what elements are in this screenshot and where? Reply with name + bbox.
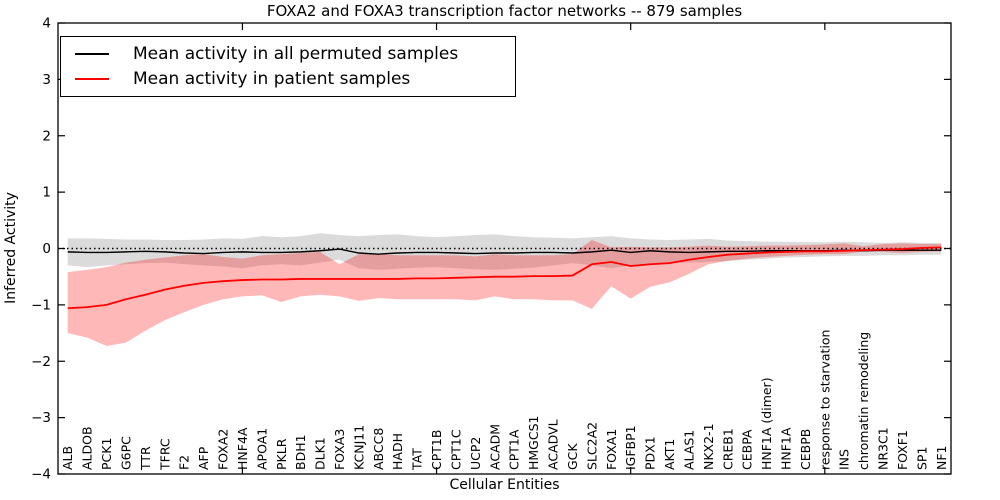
x-category-label: NR3C1 bbox=[876, 427, 891, 470]
x-category-label: HADH bbox=[390, 433, 405, 470]
patient-line-sample bbox=[75, 78, 109, 81]
y-axis-title: Inferred Activity bbox=[3, 192, 19, 304]
x-category-label: ALAS1 bbox=[681, 430, 696, 470]
legend-label: Mean activity in patient samples bbox=[133, 69, 411, 90]
x-category-label: PDX1 bbox=[643, 436, 658, 470]
x-category-label: TTR bbox=[138, 446, 153, 471]
y-tick-label: −2 bbox=[31, 354, 51, 370]
x-category-label: CPT1A bbox=[507, 429, 522, 470]
patient-band bbox=[67, 240, 942, 347]
y-tick-label: −3 bbox=[31, 410, 51, 426]
permuted-band bbox=[67, 233, 942, 270]
x-category-label: APOA1 bbox=[254, 428, 269, 470]
x-category-label: HNF4A bbox=[235, 427, 250, 470]
x-category-label: ACADVL bbox=[546, 419, 561, 470]
x-category-label: CREB1 bbox=[720, 428, 735, 470]
plot-frame bbox=[57, 22, 952, 475]
y-tick-label: 0 bbox=[42, 241, 51, 257]
x-category-label: KCNJ11 bbox=[351, 425, 366, 470]
legend-item-permuted: Mean activity in all permuted samples bbox=[71, 44, 505, 64]
permuted-line-sample bbox=[75, 52, 109, 55]
y-tick-label: −4 bbox=[31, 467, 51, 483]
x-category-label: FOXA2 bbox=[216, 429, 231, 470]
legend: Mean activity in all permuted samples Me… bbox=[60, 36, 516, 97]
y-tick-label: 2 bbox=[42, 128, 51, 144]
legend-item-patient: Mean activity in patient samples bbox=[71, 69, 505, 89]
x-category-label: G6PC bbox=[118, 436, 133, 470]
x-category-label: F2 bbox=[177, 455, 192, 470]
x-category-label: SLC2A2 bbox=[584, 422, 599, 470]
x-category-label: CPT1C bbox=[448, 429, 463, 470]
y-tick-label: −1 bbox=[31, 297, 51, 313]
legend-label: Mean activity in all permuted samples bbox=[133, 43, 459, 64]
x-axis-title: Cellular Entities bbox=[449, 477, 560, 493]
x-category-label: CPT1B bbox=[429, 430, 444, 470]
x-category-label: response to starvation bbox=[817, 330, 832, 471]
x-category-label: ACADM bbox=[487, 424, 502, 470]
x-category-label: TFRC bbox=[157, 438, 172, 471]
x-category-label: AKT1 bbox=[662, 439, 677, 470]
x-category-label: INS bbox=[837, 449, 852, 470]
x-category-label: SP1 bbox=[914, 447, 929, 470]
x-category-label: NKX2-1 bbox=[701, 423, 716, 470]
x-category-label: GCK bbox=[565, 443, 580, 470]
x-category-label: FOXF1 bbox=[895, 430, 910, 470]
x-category-label: DLK1 bbox=[313, 437, 328, 470]
x-category-label: AFP bbox=[196, 446, 211, 470]
x-category-label: HMGCS1 bbox=[526, 416, 541, 471]
x-category-label: PCK1 bbox=[99, 438, 114, 470]
x-category-label: BDH1 bbox=[293, 434, 308, 470]
x-category-label: TAT bbox=[410, 448, 425, 471]
y-tick-label: 4 bbox=[42, 16, 51, 32]
chart-title: FOXA2 and FOXA3 transcription factor net… bbox=[266, 2, 743, 20]
x-category-label: ALB bbox=[60, 446, 75, 470]
x-category-label: CEBPB bbox=[798, 429, 813, 470]
x-category-label: UCP2 bbox=[468, 437, 483, 470]
x-category-label: IGFBP1 bbox=[623, 425, 638, 470]
x-category-label: FOXA1 bbox=[604, 429, 619, 470]
y-tick-label: 3 bbox=[42, 72, 51, 88]
x-category-label: chromatin remodeling bbox=[856, 332, 871, 470]
x-category-label: ALDOB bbox=[80, 426, 95, 470]
x-category-label: HNF1A bbox=[778, 427, 793, 470]
x-category-label: PKLR bbox=[274, 438, 289, 470]
x-category-label: NF1 bbox=[934, 446, 949, 471]
y-tick-label: 1 bbox=[42, 185, 51, 201]
x-category-label: ABCC8 bbox=[371, 428, 386, 470]
x-category-label: FOXA3 bbox=[332, 429, 347, 470]
x-category-label: HNF1A (dimer) bbox=[759, 377, 774, 470]
patient-mean-line bbox=[67, 246, 942, 310]
x-category-label: CEBPA bbox=[740, 429, 755, 470]
